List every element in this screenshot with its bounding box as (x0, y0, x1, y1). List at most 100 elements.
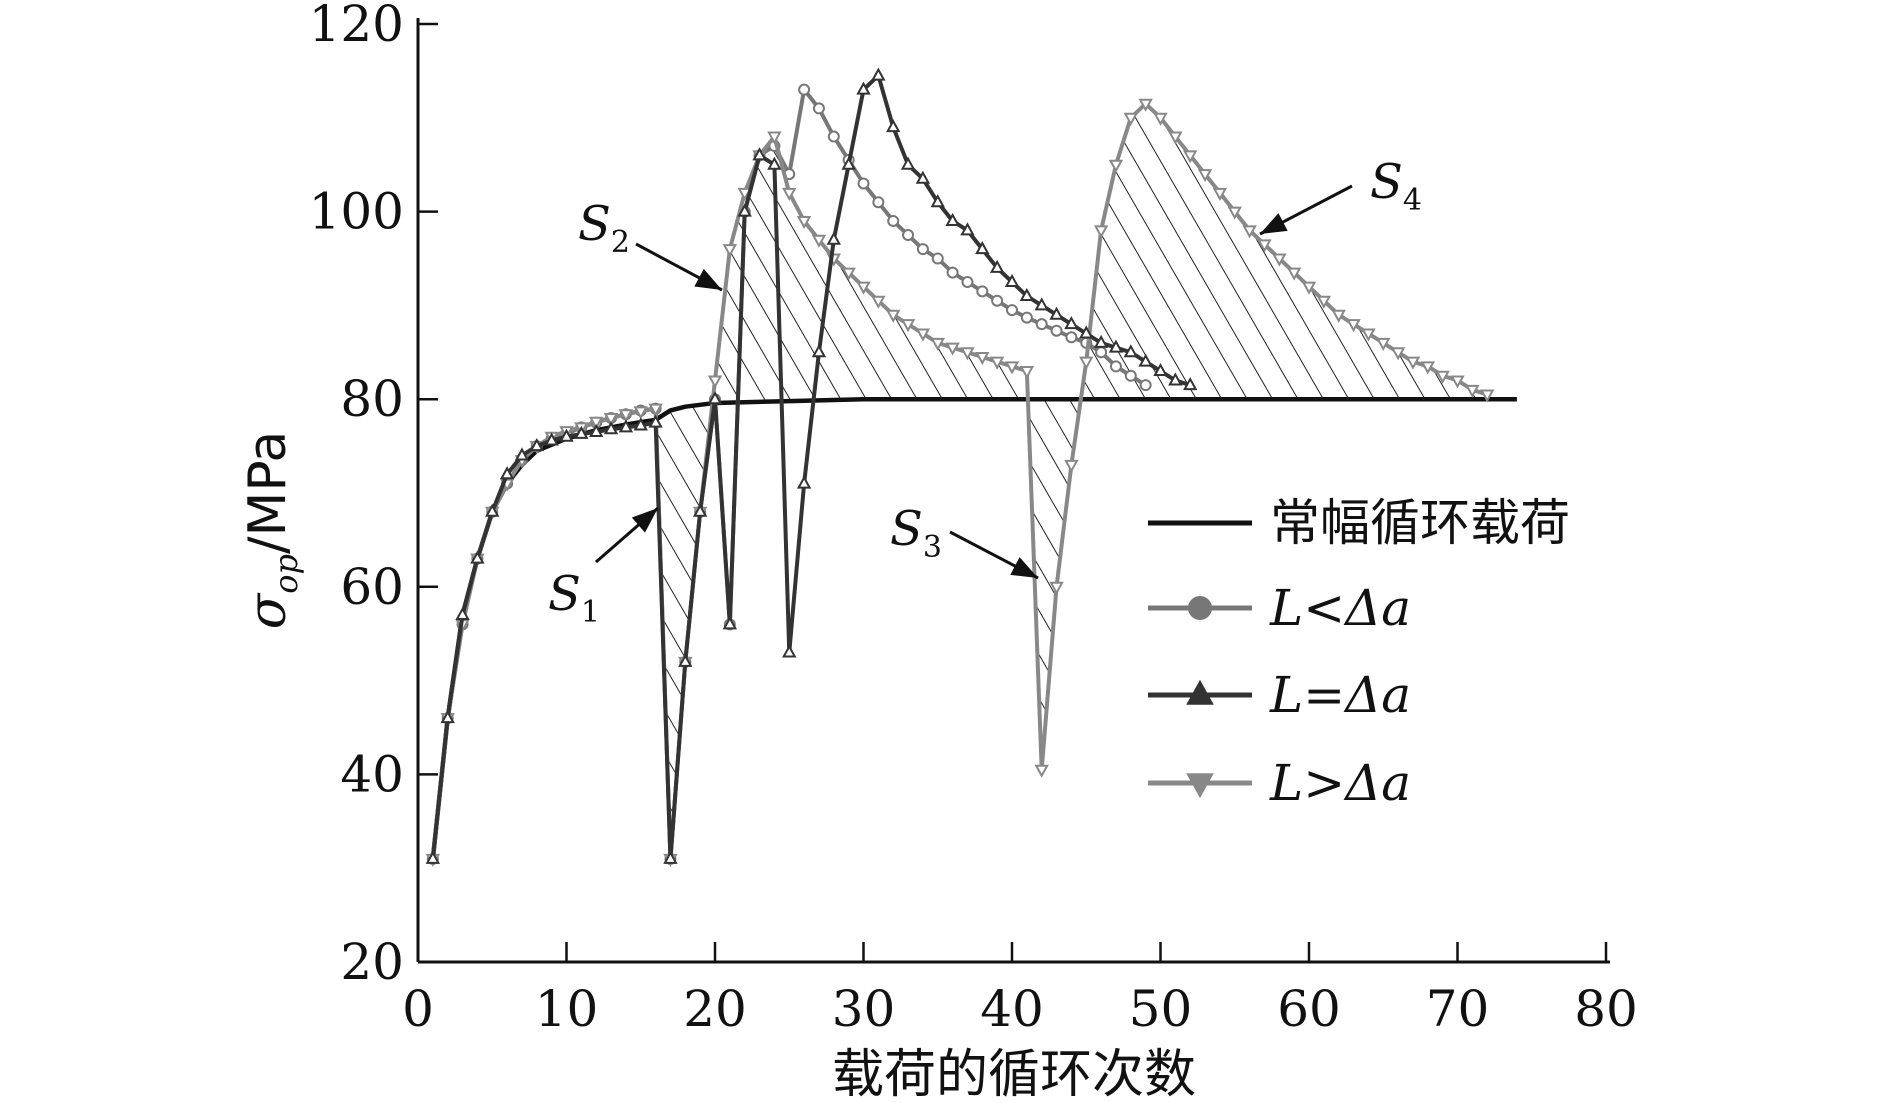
data-point (722, 616, 738, 630)
legend-item-2: L=Δa (1148, 666, 1411, 724)
data-point (871, 67, 886, 81)
data-point (722, 244, 738, 258)
annotation-label: S3 (890, 501, 942, 565)
data-point (1020, 311, 1033, 324)
data-point (1138, 353, 1153, 367)
hatched-region (1086, 103, 1488, 400)
annotation-label: S2 (578, 196, 630, 260)
data-point (991, 294, 1004, 307)
data-point (900, 319, 916, 333)
legend-marker (1186, 773, 1214, 799)
annotation-s4: S4 (1259, 154, 1422, 236)
data-point (812, 102, 825, 115)
data-point (1197, 169, 1213, 183)
data-point (589, 423, 604, 438)
data-point (1465, 384, 1480, 398)
data-point (1227, 206, 1242, 220)
data-point (1316, 295, 1332, 309)
data-point (826, 231, 841, 245)
data-point (782, 187, 797, 201)
annotation-base: S (890, 501, 923, 557)
data-point (707, 391, 723, 405)
data-point (841, 267, 856, 281)
x-tick-label: 10 (535, 980, 599, 1038)
data-point (796, 215, 812, 230)
data-point (618, 409, 634, 423)
data-point (1050, 324, 1063, 337)
legend-label: L=Δa (1269, 666, 1411, 724)
series-layer (425, 67, 1517, 867)
data-point (559, 428, 574, 442)
annotation-s3: S3 (890, 501, 1039, 580)
data-point (1095, 346, 1108, 359)
data-point (915, 170, 931, 184)
data-point (930, 337, 945, 351)
legend-item-0: 常幅循环载荷 (1148, 494, 1570, 552)
data-point (915, 328, 931, 342)
data-point (946, 266, 959, 279)
legend-label: 常幅循环载荷 (1270, 494, 1570, 552)
data-point (603, 412, 619, 427)
data-point (1450, 375, 1465, 389)
x-axis-title: 载荷的循环次数 (832, 1045, 1196, 1103)
data-point (961, 275, 974, 288)
annotation-base: S (578, 196, 611, 252)
data-point (931, 252, 944, 265)
annotation-subscript: 3 (923, 530, 942, 565)
data-point (1138, 98, 1153, 112)
annotation-subscript: 2 (611, 225, 630, 260)
data-point (455, 606, 470, 620)
data-point (1035, 318, 1048, 331)
data-point (1064, 459, 1079, 473)
x-tick-label: 40 (980, 980, 1044, 1038)
ticks: 0 10 20 30 40 50 60 70 80 20 40 60 80 100 120 (309, 0, 1638, 1038)
data-point (425, 850, 441, 864)
data-point (499, 466, 515, 480)
legend-label: L<Δa (1269, 579, 1411, 637)
data-point (782, 644, 797, 658)
data-point (976, 285, 989, 298)
legend-label: L>Δa (1269, 754, 1411, 812)
data-point (1183, 377, 1198, 391)
x-tick-label: 30 (832, 980, 896, 1038)
x-tick-label: 50 (1129, 980, 1193, 1038)
annotation-s2: S2 (578, 196, 723, 292)
data-point (633, 417, 648, 431)
data-point (767, 131, 782, 145)
data-point (886, 309, 901, 323)
data-point (1153, 362, 1168, 377)
y-tick-label: 60 (340, 558, 404, 616)
data-point (1331, 309, 1346, 323)
data-point (1049, 581, 1064, 595)
data-point (1272, 253, 1287, 267)
data-point (1123, 112, 1138, 126)
data-point (752, 147, 767, 161)
y-tick-label: 20 (340, 933, 404, 991)
data-point (1153, 112, 1168, 126)
data-point (857, 177, 870, 190)
data-point (1006, 304, 1018, 317)
data-point (930, 194, 945, 208)
data-point (1034, 297, 1049, 311)
data-point (603, 421, 619, 435)
data-point (975, 241, 990, 255)
y-axis-symbol: σ (238, 592, 298, 629)
series-3 (425, 98, 1495, 867)
data-point (1093, 334, 1109, 348)
data-point (1004, 361, 1020, 375)
data-point (1124, 369, 1137, 382)
data-point (1108, 339, 1124, 353)
data-point (1420, 361, 1435, 375)
data-point (692, 503, 708, 517)
data-point (1405, 356, 1421, 370)
data-point (1346, 319, 1361, 333)
data-point (618, 419, 634, 433)
x-tick-label: 60 (1277, 980, 1341, 1038)
y-axis-title: σop/MPa (238, 431, 305, 630)
data-point (827, 130, 840, 143)
data-point (856, 81, 871, 95)
x-tick-label: 0 (402, 980, 434, 1038)
data-point (916, 243, 929, 256)
data-point (1019, 287, 1035, 302)
